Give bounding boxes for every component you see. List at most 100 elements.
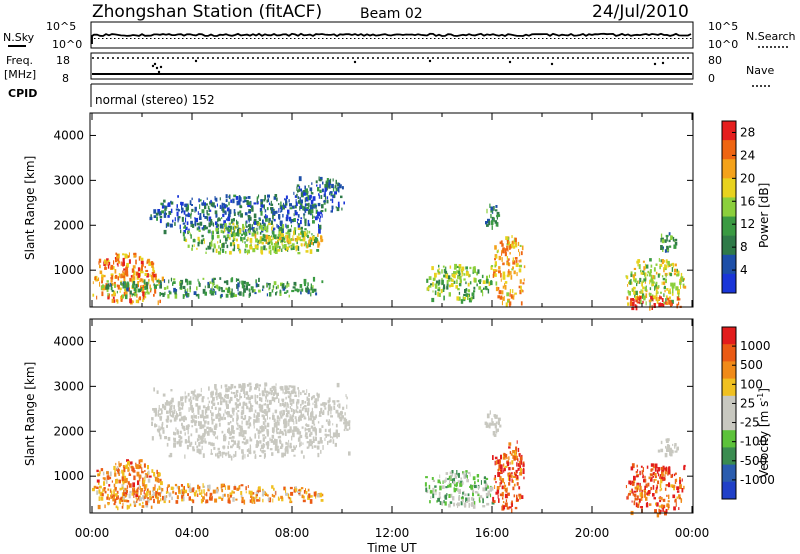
vel-cell [272,415,275,420]
power-cell [297,246,300,251]
power-cell [639,299,642,305]
power-cell [326,199,329,204]
power-cell [242,200,245,203]
vel-cell [294,394,298,397]
power-cell [104,259,106,265]
power-cell [490,280,493,286]
vel-cell [116,466,119,470]
vel-cell [485,477,489,480]
vel-cell [271,493,274,497]
power-cell [668,232,671,236]
power-cell [110,264,114,270]
vel-cell [177,402,180,407]
power-cell [428,285,432,288]
vel-cell [110,494,112,499]
vel-cell [204,411,207,415]
vel-cell [159,417,162,421]
vel-cell [672,473,673,478]
vel-cell [126,504,129,510]
power-cell [226,207,230,212]
power-cell [260,251,264,255]
vel-cell [515,455,518,460]
vel-cell [628,480,632,485]
vel-cell [197,484,200,490]
power-cell [642,293,645,297]
power-cell [298,176,302,182]
power-cell [668,290,671,294]
power-cell [206,210,208,214]
vel-cell [224,485,226,490]
power-cell [185,293,188,296]
power-cell [189,232,191,236]
power-cell [202,228,205,231]
vel-cell [192,390,195,396]
vel-cell [276,428,280,431]
vel-cell [676,486,680,490]
vel-cell [187,483,189,487]
vel-cell [202,499,204,502]
vel-cell [224,393,227,396]
power-cell [120,273,122,279]
power-cell [254,233,257,239]
vel-cell [313,445,317,448]
vel-cell [187,429,189,435]
vel-cell [115,462,117,466]
vel-cell [155,490,158,495]
vel-cell [198,489,201,492]
power-cell [120,282,122,286]
vel-cell [307,407,310,412]
vel-cell [681,488,684,493]
power-cell [309,194,312,198]
vel-cell [161,409,163,415]
power-cell [136,293,138,298]
power-cell [105,284,109,290]
vel-cell [665,509,668,513]
power-cell [232,248,235,252]
vel-cell [673,484,676,488]
power-cell [278,214,281,219]
power-cell [245,244,248,248]
vel-cell [236,443,240,448]
vel-cell [190,404,193,409]
vel-cell [332,423,334,426]
vel-cell [472,489,475,493]
power-cell [135,271,139,276]
power-cell [265,213,267,219]
vel-cell [261,393,265,397]
vel-cell [170,404,173,407]
power-cell [255,238,258,243]
power-cell [305,287,308,293]
vel-cell [266,429,269,433]
vel-cell [189,396,192,401]
power-cell [125,288,127,291]
power-cell [505,302,508,307]
vel-cell [302,495,305,499]
vel-cell [246,384,250,387]
vel-cell [264,493,267,497]
power-cell [458,272,461,276]
power-cell [212,231,214,234]
power-cell [146,260,148,265]
vel-cell [192,419,195,423]
vel-cell [101,493,104,497]
vel-cell [629,490,632,493]
vel-cell [447,478,449,481]
vel-cell [156,428,159,432]
vel-cell [299,415,302,420]
power-cell [262,285,265,289]
vel-cell [182,491,184,494]
vel-cell [205,407,209,411]
power-cell [143,293,145,298]
vel-cell [653,463,655,468]
power-cell [653,276,656,280]
power-cell [430,283,433,286]
vel-cell [498,421,500,425]
vel-cell [115,480,118,484]
power-cell [191,197,193,201]
power-cell [498,255,502,261]
vel-cell [659,509,662,513]
power-cell [259,236,263,242]
vel-cell [188,398,191,402]
power-cell [246,200,249,205]
power-cell [123,284,127,289]
